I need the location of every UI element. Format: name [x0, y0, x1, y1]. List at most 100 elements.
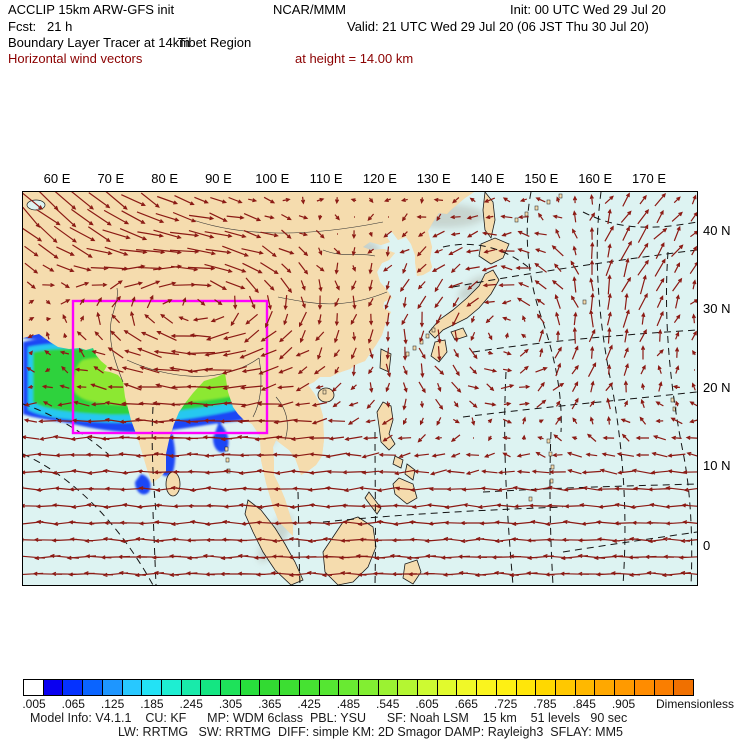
colorbar-cell: [280, 680, 300, 695]
colorbar-tick-label: .425: [297, 697, 321, 711]
colorbar-units: Dimensionless: [656, 697, 735, 711]
model-title: ACCLIP 15km ARW-GFS init: [8, 2, 175, 17]
island-speck: [322, 389, 327, 395]
colorbar-tick-label: .005: [22, 697, 46, 711]
colorbar-cell: [615, 680, 635, 695]
x-tick-label: 110 E: [309, 171, 343, 186]
colorbar-cell: [240, 680, 261, 695]
colorbar-tick-label: .605: [415, 697, 439, 711]
field-label: Boundary Layer Tracer at 14km: [8, 35, 191, 50]
map-panel: [13, 190, 709, 586]
colorbar-cell: [516, 680, 537, 695]
colorbar-cell: [496, 680, 517, 695]
island-speck: [558, 193, 563, 199]
init-time: Init: 00 UTC Wed 29 Jul 20: [510, 2, 666, 17]
map-svg: [13, 190, 709, 586]
model-info-line2: LW: RRTMG SW: RRTMG DIFF: simple KM: 2D …: [118, 725, 623, 739]
colorbar-tick-label: .545: [376, 697, 400, 711]
island-speck: [546, 438, 551, 444]
colorbar-cell: [24, 680, 44, 695]
colorbar-cell: [378, 680, 399, 695]
island-speck: [528, 496, 533, 502]
y-tick-label: 0: [703, 538, 711, 553]
colorbar-cell: [477, 680, 497, 695]
colorbar-tick-label: .485: [336, 697, 361, 711]
colorbar-tick-label: .305: [218, 697, 243, 711]
x-tick-label: 160 E: [578, 171, 613, 186]
island-speck: [224, 446, 229, 452]
island-speck: [425, 333, 430, 339]
x-tick-label: 90 E: [205, 171, 232, 186]
colorbar-cell: [575, 680, 596, 695]
island-speck: [534, 205, 539, 211]
colorbar-tick-label: .905: [611, 697, 636, 711]
colorbar-cell: [43, 680, 64, 695]
colorbar-cell: [457, 680, 478, 695]
x-tick-label: 120 E: [362, 171, 397, 186]
colorbar-tick-label: .185: [140, 697, 164, 711]
island-speck: [548, 451, 553, 457]
colorbar-cell: [260, 680, 281, 695]
colorbar-cell: [83, 680, 103, 695]
colorbar-cell: [63, 680, 84, 695]
y-tick-label: 20 N: [703, 380, 731, 395]
island-speck: [546, 199, 551, 205]
y-tick-label: 30 N: [703, 301, 731, 316]
wind-vector-field: [15, 190, 709, 578]
colorbar-tick-label: .665: [454, 697, 478, 711]
valid-time: Valid: 21 UTC Wed 29 Jul 20 (06 JST Thu …: [347, 19, 649, 34]
colorbar-cell: [221, 680, 241, 695]
island-speck: [514, 217, 519, 223]
colorbar-cell: [536, 680, 556, 695]
colorbar: [23, 679, 694, 696]
colorbar-cell: [181, 680, 202, 695]
colorbar-cell: [418, 680, 438, 695]
colorbar-tick-label: .785: [533, 697, 557, 711]
y-tick-label: 40 N: [703, 223, 731, 238]
wind-arrows-path: [15, 190, 709, 578]
colorbar-tick-label: .245: [179, 697, 203, 711]
colorbar-cell: [201, 680, 222, 695]
org-label: NCAR/MMM: [273, 2, 346, 17]
colorbar-cell: [142, 680, 162, 695]
colorbar-cell: [595, 680, 616, 695]
colorbar-cell: [398, 680, 419, 695]
vector-label: Horizontal wind vectors: [8, 51, 143, 66]
x-tick-label: 80 E: [151, 171, 178, 186]
forecast-hour: Fcst: 21 h: [8, 19, 73, 34]
height-label: at height = 14.00 km: [295, 51, 414, 66]
x-tick-label: 100 E: [255, 171, 290, 186]
x-tick-label: 140 E: [470, 171, 505, 186]
colorbar-cell: [654, 680, 675, 695]
colorbar-cell: [319, 680, 340, 695]
y-tick-label: 10 N: [703, 458, 731, 473]
colorbar-cell: [437, 680, 458, 695]
colorbar-cell: [634, 680, 655, 695]
island-speck: [225, 457, 230, 463]
colorbar-tick-label: .065: [61, 697, 85, 711]
colorbar-cell: [102, 680, 123, 695]
island-speck: [405, 351, 410, 357]
colorbar-cell: [161, 680, 182, 695]
x-tick-label: 170 E: [632, 171, 667, 186]
x-tick-label: 150 E: [524, 171, 559, 186]
x-tick-label: 70 E: [97, 171, 125, 186]
x-tick-label: 60 E: [43, 171, 71, 186]
colorbar-cell: [299, 680, 320, 695]
colorbar-tick-label: .725: [493, 697, 518, 711]
small-islands: [224, 193, 677, 502]
model-info-line1: Model Info: V4.1.1 CU: KF MP: WDM 6class…: [30, 711, 628, 725]
island-speck: [524, 211, 529, 217]
island-speck: [412, 345, 417, 351]
colorbar-tick-label: .845: [572, 697, 596, 711]
region-label: Tibet Region: [178, 35, 252, 50]
island-speck: [582, 299, 587, 305]
island-speck: [431, 327, 436, 333]
colorbar-cell: [339, 680, 359, 695]
colorbar-cell: [122, 680, 143, 695]
colorbar-cell: [555, 680, 576, 695]
island-speck: [550, 464, 555, 470]
colorbar-cell: [674, 680, 693, 695]
colorbar-tick-label: .365: [258, 697, 282, 711]
